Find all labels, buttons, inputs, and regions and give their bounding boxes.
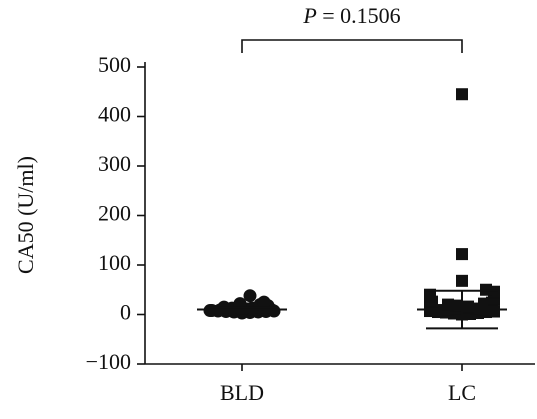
y-axis-label: CA50 (U/ml) — [13, 156, 38, 274]
p-value: = 0.1506 — [322, 3, 400, 28]
data-point — [257, 295, 271, 309]
y-tick-label: 300 — [98, 151, 131, 176]
x-tick-label: LC — [448, 380, 476, 405]
data-point — [456, 274, 468, 287]
y-tick-label: 0 — [120, 300, 131, 325]
annotation: P = 0.1506 — [302, 3, 400, 28]
y-tick-label: 100 — [98, 250, 131, 275]
p-symbol: P — [302, 3, 316, 28]
data-point — [442, 298, 454, 311]
y-tick-label: 500 — [98, 52, 131, 77]
data-point — [243, 289, 257, 303]
y-tick-label: 400 — [98, 102, 131, 127]
data-point — [462, 300, 474, 313]
y-tick-label: 200 — [98, 201, 131, 226]
x-tick-label: BLD — [220, 380, 264, 405]
data-point — [456, 248, 468, 261]
y-tick-label: −100 — [86, 349, 131, 374]
data-point — [456, 88, 468, 101]
significance-bracket — [241, 39, 463, 53]
